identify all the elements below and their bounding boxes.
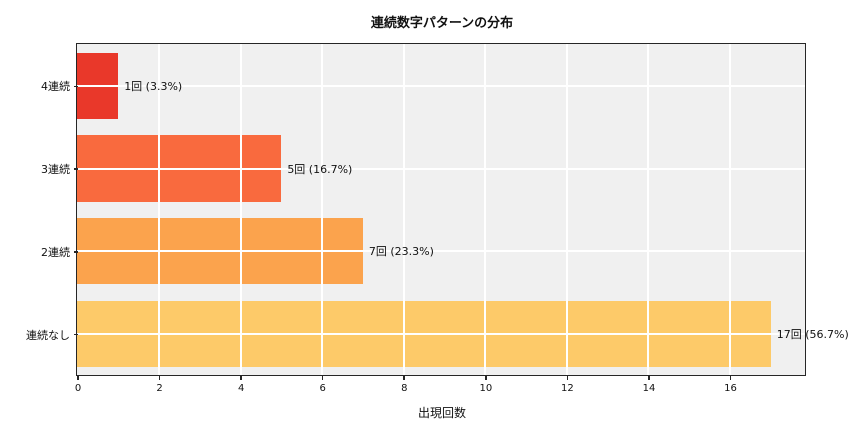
gridline-horizontal — [77, 333, 806, 336]
gridline-horizontal — [77, 167, 806, 170]
x-tick-label: 12 — [561, 383, 574, 394]
gridline-horizontal — [77, 250, 806, 253]
gridline-horizontal — [77, 84, 806, 87]
x-axis-label: 出現回数 — [417, 406, 466, 420]
gridline-vertical — [484, 44, 487, 376]
x-tick-label: 8 — [401, 383, 408, 394]
gridline-vertical — [157, 44, 160, 376]
y-tick-label: 3連続 — [41, 163, 70, 177]
gridline-vertical — [321, 44, 324, 376]
gridline-vertical — [647, 44, 650, 376]
y-tick-label: 4連続 — [41, 80, 70, 94]
gridline-vertical — [402, 44, 405, 376]
x-tick-mark — [240, 376, 242, 380]
gridline-vertical — [728, 44, 731, 376]
x-tick-mark — [403, 376, 406, 380]
x-tick-mark — [77, 376, 79, 380]
x-tick-label: 14 — [642, 383, 656, 394]
x-tick-label: 4 — [237, 383, 245, 394]
x-tick-mark — [729, 376, 732, 380]
x-tick-mark — [485, 376, 487, 380]
plot-area: 1回 (3.3%) 5回 (16.7%) 7回 (23.3%) 17回 (56.7%) — [76, 43, 849, 377]
bar-value-label: 5回 (16.7%) — [287, 162, 353, 176]
x-tick-label: 16 — [724, 383, 737, 394]
x-tick-label: 2 — [156, 383, 163, 394]
y-tick-mark — [74, 333, 78, 336]
bar-value-label: 7回 (23.3%) — [368, 245, 434, 259]
bar-value-label: 17回 (56.7%) — [776, 328, 849, 342]
gridline-vertical — [239, 44, 242, 376]
y-tick-mark — [74, 85, 78, 88]
x-tick-label: 10 — [479, 383, 493, 394]
gridline-vertical — [565, 44, 568, 376]
x-tick-label: 0 — [74, 383, 82, 394]
chart-title: 連続数字パターンの分布 — [370, 16, 514, 31]
x-tick-mark — [566, 376, 569, 380]
x-tick-label: 6 — [319, 383, 326, 394]
y-tick-label: 連続なし — [26, 328, 70, 342]
y-tick-mark — [74, 251, 78, 253]
x-tick-mark — [321, 376, 324, 380]
y-tick-label: 2連続 — [41, 245, 70, 259]
bar-value-label: 1回 (3.3%) — [124, 79, 183, 93]
x-tick-mark — [158, 376, 161, 380]
y-tick-mark — [74, 168, 78, 170]
x-tick-mark — [648, 376, 650, 380]
